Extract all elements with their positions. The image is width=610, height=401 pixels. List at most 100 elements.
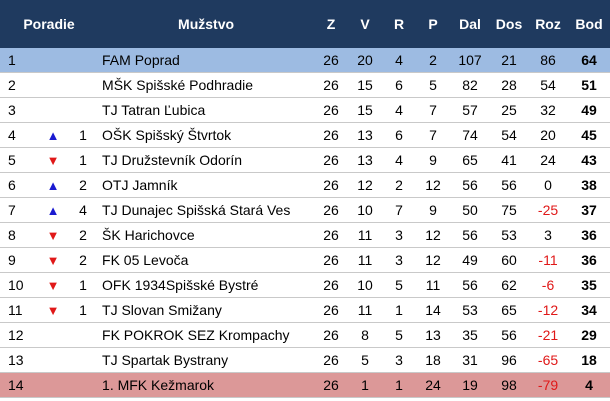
roz-cell: 86 bbox=[528, 48, 569, 73]
roz-cell: -21 bbox=[528, 322, 569, 348]
z-cell: 26 bbox=[314, 222, 349, 248]
header-muzstvo[interactable]: Mužstvo bbox=[98, 0, 315, 48]
arrow-down-icon: ▼ bbox=[38, 272, 68, 298]
position-change-cell: 4 bbox=[68, 197, 99, 223]
table-row[interactable]: 3 TJ Tatran Ľubica 26 15 4 7 57 25 32 49 bbox=[0, 97, 610, 123]
team-name: TJ Spartak Bystrany bbox=[98, 347, 315, 373]
table-row[interactable]: 14 1. MFK Kežmarok 26 1 1 24 19 98 -79 4 bbox=[0, 372, 610, 398]
table-row[interactable]: 1 FAM Poprad 26 20 4 2 107 21 86 64 bbox=[0, 48, 610, 73]
position-change-cell bbox=[68, 347, 99, 373]
dal-cell: 57 bbox=[450, 97, 491, 123]
p-cell: 12 bbox=[416, 222, 451, 248]
roz-cell: 0 bbox=[528, 172, 569, 198]
header-poradie[interactable]: Poradie bbox=[0, 0, 99, 48]
bod-cell: 35 bbox=[568, 272, 610, 298]
arrow-up-icon: ▲ bbox=[38, 197, 68, 223]
position-cell: 1 bbox=[0, 48, 38, 73]
dal-cell: 56 bbox=[450, 222, 491, 248]
arrow-up-icon: ▲ bbox=[38, 122, 68, 148]
position-cell: 12 bbox=[0, 322, 38, 348]
bod-cell: 43 bbox=[568, 147, 610, 173]
position-cell: 14 bbox=[0, 372, 38, 398]
table-row[interactable]: 8 ▼ 2 ŠK Harichovce 26 11 3 12 56 53 3 36 bbox=[0, 222, 610, 248]
z-cell: 26 bbox=[314, 347, 349, 373]
arrow-down-icon: ▼ bbox=[38, 297, 68, 323]
bod-cell: 29 bbox=[568, 322, 610, 348]
position-change-cell bbox=[68, 97, 99, 123]
dos-cell: 21 bbox=[490, 48, 529, 73]
r-cell: 5 bbox=[382, 322, 417, 348]
z-cell: 26 bbox=[314, 197, 349, 223]
p-cell: 14 bbox=[416, 297, 451, 323]
z-cell: 26 bbox=[314, 272, 349, 298]
team-name: ŠK Harichovce bbox=[98, 222, 315, 248]
p-cell: 7 bbox=[416, 97, 451, 123]
header-v[interactable]: V bbox=[348, 0, 383, 48]
team-name: OFK 1934Spišské Bystré bbox=[98, 272, 315, 298]
dal-cell: 19 bbox=[450, 372, 491, 398]
header-p[interactable]: P bbox=[416, 0, 451, 48]
position-change-cell bbox=[68, 322, 99, 348]
position-cell: 8 bbox=[0, 222, 38, 248]
dal-cell: 49 bbox=[450, 247, 491, 273]
team-name: TJ Dunajec Spišská Stará Ves bbox=[98, 197, 315, 223]
position-cell: 3 bbox=[0, 97, 38, 123]
v-cell: 13 bbox=[348, 147, 383, 173]
position-change-cell bbox=[68, 372, 99, 398]
r-cell: 4 bbox=[382, 97, 417, 123]
roz-cell: -11 bbox=[528, 247, 569, 273]
no-change-cell bbox=[38, 48, 68, 73]
dos-cell: 75 bbox=[490, 197, 529, 223]
bod-cell: 18 bbox=[568, 347, 610, 373]
table-row[interactable]: 6 ▲ 2 OTJ Jamník 26 12 2 12 56 56 0 38 bbox=[0, 172, 610, 198]
bod-cell: 4 bbox=[568, 372, 610, 398]
team-name: TJ Družstevník Odorín bbox=[98, 147, 315, 173]
header-z[interactable]: Z bbox=[314, 0, 349, 48]
v-cell: 20 bbox=[348, 48, 383, 73]
bod-cell: 37 bbox=[568, 197, 610, 223]
z-cell: 26 bbox=[314, 122, 349, 148]
z-cell: 26 bbox=[314, 48, 349, 73]
v-cell: 11 bbox=[348, 222, 383, 248]
position-change-cell: 2 bbox=[68, 222, 99, 248]
table-row[interactable]: 9 ▼ 2 FK 05 Levoča 26 11 3 12 49 60 -11 36 bbox=[0, 247, 610, 273]
header-row: Poradie Mužstvo Z V R P Dal Dos Roz Bod bbox=[0, 0, 610, 48]
position-cell: 11 bbox=[0, 297, 38, 323]
table-row[interactable]: 5 ▼ 1 TJ Družstevník Odorín 26 13 4 9 65 41 24 43 bbox=[0, 147, 610, 173]
header-roz[interactable]: Roz bbox=[528, 0, 569, 48]
roz-cell: 24 bbox=[528, 147, 569, 173]
v-cell: 10 bbox=[348, 197, 383, 223]
header-dos[interactable]: Dos bbox=[490, 0, 529, 48]
team-name: FK 05 Levoča bbox=[98, 247, 315, 273]
arrow-down-icon: ▼ bbox=[38, 247, 68, 273]
table-row[interactable]: 7 ▲ 4 TJ Dunajec Spišská Stará Ves 26 10 7 9 50 7… bbox=[0, 197, 610, 223]
team-name: OTJ Jamník bbox=[98, 172, 315, 198]
v-cell: 13 bbox=[348, 122, 383, 148]
r-cell: 3 bbox=[382, 347, 417, 373]
table-row[interactable]: 11 ▼ 1 TJ Slovan Smižany 26 11 1 14 53 65 -12 34 bbox=[0, 297, 610, 323]
team-name: OŠK Spišský Štvrtok bbox=[98, 122, 315, 148]
table-row[interactable]: 13 TJ Spartak Bystrany 26 5 3 18 31 96 -65 18 bbox=[0, 347, 610, 373]
team-name: TJ Slovan Smižany bbox=[98, 297, 315, 323]
r-cell: 6 bbox=[382, 72, 417, 98]
standings-body: 1 FAM Poprad 26 20 4 2 107 21 86 64 2 MŠK Spišské P… bbox=[0, 48, 610, 398]
table-row[interactable]: 12 FK POKROK SEZ Krompachy 26 8 5 13 35 56 -21 29 bbox=[0, 322, 610, 348]
header-dal[interactable]: Dal bbox=[450, 0, 491, 48]
p-cell: 5 bbox=[416, 72, 451, 98]
header-bod[interactable]: Bod bbox=[568, 0, 610, 48]
z-cell: 26 bbox=[314, 147, 349, 173]
dal-cell: 56 bbox=[450, 172, 491, 198]
position-change-cell: 2 bbox=[68, 247, 99, 273]
table-row[interactable]: 4 ▲ 1 OŠK Spišský Štvrtok 26 13 6 7 74 54 20 45 bbox=[0, 122, 610, 148]
table-row[interactable]: 10 ▼ 1 OFK 1934Spišské Bystré 26 10 5 11 56 62 -6 3… bbox=[0, 272, 610, 298]
position-cell: 4 bbox=[0, 122, 38, 148]
position-change-cell bbox=[68, 72, 99, 98]
team-name: FAM Poprad bbox=[98, 48, 315, 73]
header-r[interactable]: R bbox=[382, 0, 417, 48]
table-row[interactable]: 2 MŠK Spišské Podhradie 26 15 6 5 82 28 54 51 bbox=[0, 72, 610, 98]
r-cell: 2 bbox=[382, 172, 417, 198]
arrow-down-icon: ▼ bbox=[38, 147, 68, 173]
r-cell: 7 bbox=[382, 197, 417, 223]
position-cell: 13 bbox=[0, 347, 38, 373]
v-cell: 10 bbox=[348, 272, 383, 298]
